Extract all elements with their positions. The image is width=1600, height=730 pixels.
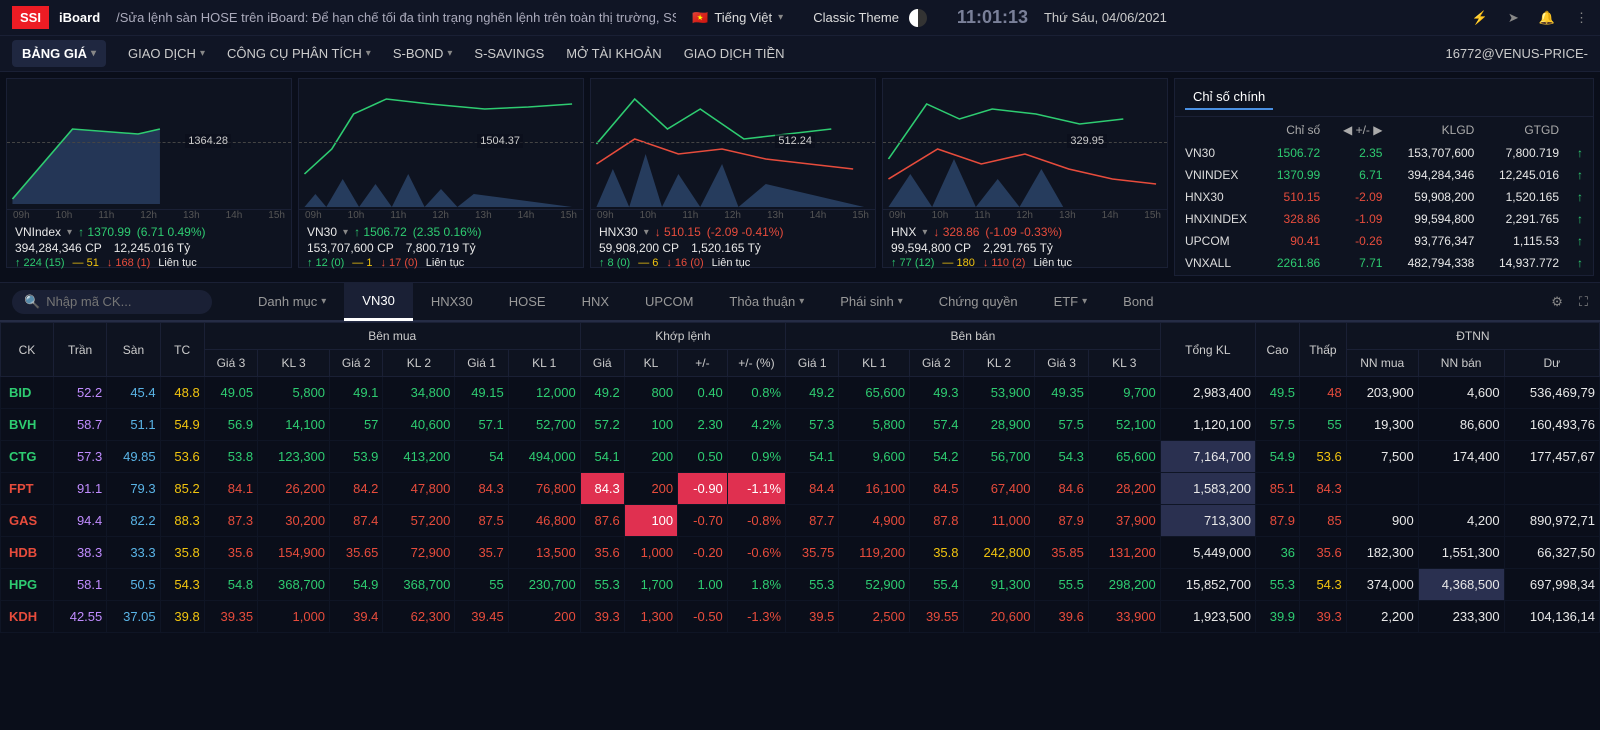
nav-sbond[interactable]: S-BOND ▾ xyxy=(393,46,453,61)
chart-price-label: 512.24 xyxy=(775,134,815,148)
session-info: 16772@VENUS-PRICE- xyxy=(1445,46,1588,61)
index-row[interactable]: VNXALL 2261.86 7.71 482,794,338 14,937.7… xyxy=(1177,253,1591,273)
chart-card-vn30[interactable]: 1504.37 09h10h11h12h13h14h15h VN30 ▾ ↑ 1… xyxy=(298,78,584,268)
chart-price: ↓ 510.15 xyxy=(655,225,701,239)
chart-card-vnindex[interactable]: 1364.28 09h10h11h12h13h14h15h VNIndex ▾ … xyxy=(6,78,292,268)
chart-price: ↑ 1370.99 xyxy=(78,225,131,239)
price-table: CKTrầnSànTC Bên mua Khớp lệnh Bên bán Tổ… xyxy=(0,322,1600,633)
chart-change: (6.71 0.49%) xyxy=(137,225,206,239)
nav-giao-dich-tien[interactable]: GIAO DỊCH TIỀN xyxy=(684,46,785,61)
filter-tab-chứng-quyền[interactable]: Chứng quyền xyxy=(921,283,1036,321)
filter-tab-upcom[interactable]: UPCOM xyxy=(627,283,711,321)
indices-tab[interactable]: Chỉ số chính xyxy=(1185,85,1273,110)
filter-tab-bond[interactable]: Bond xyxy=(1105,283,1171,321)
charts-row: 1364.28 09h10h11h12h13h14h15h VNIndex ▾ … xyxy=(0,72,1600,282)
table-row[interactable]: CTG 57.3 49.85 53.6 53.8123,300 53.9413,… xyxy=(1,441,1600,473)
index-row[interactable]: VNINDEX 1370.99 6.71 394,284,346 12,245.… xyxy=(1177,165,1591,185)
search-input[interactable] xyxy=(46,294,200,309)
marquee-text: /Sửa lệnh sàn HOSE trên iBoard: Để hạn c… xyxy=(116,10,676,25)
chart-price-label: 1504.37 xyxy=(477,134,523,148)
filter-tab-hose[interactable]: HOSE xyxy=(491,283,564,321)
chart-card-hnx30[interactable]: 512.24 09h10h11h12h13h14h15h HNX30 ▾ ↓ 5… xyxy=(590,78,876,268)
top-bar: SSI iBoard /Sửa lệnh sàn HOSE trên iBoar… xyxy=(0,0,1600,36)
table-row[interactable]: BID 52.2 45.4 48.8 49.055,800 49.134,800… xyxy=(1,377,1600,409)
chart-name[interactable]: VNIndex xyxy=(15,225,61,239)
date: Thứ Sáu, 04/06/2021 xyxy=(1044,10,1167,25)
chevron-down-icon[interactable]: ▾ xyxy=(922,227,927,238)
chart-change: (-2.09 -0.41%) xyxy=(707,225,784,239)
bolt-icon[interactable]: ⚡ xyxy=(1472,10,1488,26)
index-row[interactable]: HNXINDEX 328.86 -1.09 99,594,800 2,291.7… xyxy=(1177,209,1591,229)
filter-tab-thỏa-thuận[interactable]: Thỏa thuận ▾ xyxy=(711,283,822,321)
price-table-wrap: CKTrầnSànTC Bên mua Khớp lệnh Bên bán Tổ… xyxy=(0,322,1600,633)
table-row[interactable]: BVH 58.7 51.1 54.9 56.914,100 5740,600 5… xyxy=(1,409,1600,441)
cursor-icon[interactable]: ➤ xyxy=(1508,10,1519,26)
filter-tab-hnx[interactable]: HNX xyxy=(564,283,627,321)
theme-label[interactable]: Classic Theme xyxy=(813,10,899,25)
chart-name[interactable]: VN30 xyxy=(307,225,337,239)
index-row[interactable]: HNX30 510.15 -2.09 59,908,200 1,520.165 … xyxy=(1177,187,1591,207)
filter-tab-hnx30[interactable]: HNX30 xyxy=(413,283,491,321)
table-row[interactable]: HDB 38.3 33.3 35.8 35.6154,900 35.6572,9… xyxy=(1,537,1600,569)
table-row[interactable]: HPG 58.1 50.5 54.3 54.8368,700 54.9368,7… xyxy=(1,569,1600,601)
chevron-down-icon[interactable]: ▾ xyxy=(67,227,72,238)
filter-tab-phái-sinh[interactable]: Phái sinh ▾ xyxy=(822,283,921,321)
clock: 11:01:13 xyxy=(957,7,1028,28)
table-row[interactable]: KDH 42.55 37.05 39.8 39.351,000 39.462,3… xyxy=(1,601,1600,633)
chart-change: (-1.09 -0.33%) xyxy=(985,225,1062,239)
chart-card-hnx[interactable]: 329.95 09h10h11h12h13h14h15h HNX ▾ ↓ 328… xyxy=(882,78,1168,268)
search-box[interactable]: 🔍 xyxy=(12,290,212,314)
nav-bar: BẢNG GIÁ ▾ GIAO DỊCH ▾ CÔNG CỤ PHÂN TÍCH… xyxy=(0,36,1600,72)
chart-change: (2.35 0.16%) xyxy=(413,225,482,239)
nav-giao-dich[interactable]: GIAO DỊCH ▾ xyxy=(128,46,205,61)
nav-ssavings[interactable]: S-SAVINGS xyxy=(474,46,544,61)
chart-name[interactable]: HNX30 xyxy=(599,225,638,239)
chart-price: ↓ 328.86 xyxy=(933,225,979,239)
nav-bang-gia[interactable]: BẢNG GIÁ ▾ xyxy=(12,40,106,67)
chart-name[interactable]: HNX xyxy=(891,225,916,239)
chart-price-label: 329.95 xyxy=(1067,134,1107,148)
filter-tab-danh-mục[interactable]: Danh mục ▾ xyxy=(240,283,344,321)
indices-panel: Chỉ số chính Chỉ số ◀ +/- ▶ KLGDGTGD VN3… xyxy=(1174,78,1594,276)
ssi-logo: SSI xyxy=(12,6,49,29)
chevron-down-icon: ▾ xyxy=(778,12,783,23)
chart-price-label: 1364.28 xyxy=(185,134,231,148)
chart-price: ↑ 1506.72 xyxy=(354,225,407,239)
brand[interactable]: iBoard xyxy=(59,10,100,25)
filter-tab-vn30[interactable]: VN30 xyxy=(344,283,413,321)
filter-tab-etf[interactable]: ETF ▾ xyxy=(1036,283,1106,321)
nav-cong-cu[interactable]: CÔNG CỤ PHÂN TÍCH ▾ xyxy=(227,46,371,61)
table-row[interactable]: GAS 94.4 82.2 88.3 87.330,200 87.457,200… xyxy=(1,505,1600,537)
bell-icon[interactable]: 🔔 xyxy=(1539,10,1555,26)
language-selector[interactable]: Tiếng Việt xyxy=(714,10,772,25)
settings-icon[interactable]: ⚙ xyxy=(1551,294,1563,310)
flag-icon: 🇻🇳 xyxy=(692,10,708,26)
theme-toggle-icon[interactable] xyxy=(909,9,927,27)
filter-bar: 🔍 Danh mục ▾VN30HNX30HOSEHNXUPCOMThỏa th… xyxy=(0,282,1600,322)
index-row[interactable]: UPCOM 90.41 -0.26 93,776,347 1,115.53 ↑ xyxy=(1177,231,1591,251)
table-row[interactable]: FPT 91.1 79.3 85.2 84.126,200 84.247,800… xyxy=(1,473,1600,505)
index-row[interactable]: VN30 1506.72 2.35 153,707,600 7,800.719 … xyxy=(1177,143,1591,163)
more-icon[interactable]: ⋮ xyxy=(1575,10,1588,26)
search-icon: 🔍 xyxy=(24,294,40,310)
chevron-down-icon[interactable]: ▾ xyxy=(343,227,348,238)
nav-mo-tai-khoan[interactable]: MỞ TÀI KHOẢN xyxy=(566,46,661,61)
chevron-down-icon[interactable]: ▾ xyxy=(644,227,649,238)
fullscreen-icon[interactable]: ⛶ xyxy=(1579,294,1588,310)
